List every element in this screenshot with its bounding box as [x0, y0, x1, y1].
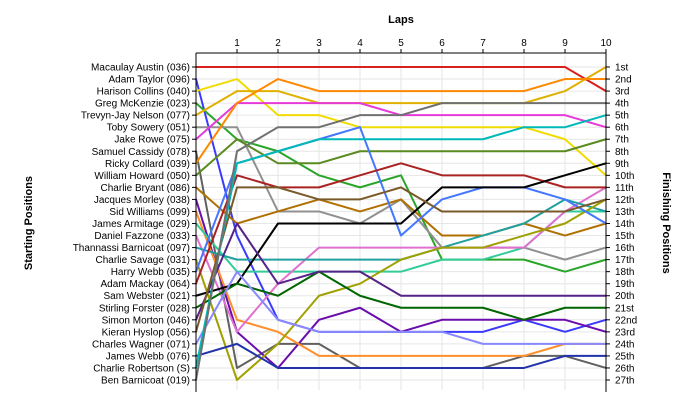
y-axis-title-left: Starting Positions	[23, 176, 35, 270]
series-line-26	[195, 114, 607, 369]
start-label-5: Trevyn-Jay Nelson (077)	[81, 111, 190, 122]
finish-label-7: 7th	[615, 135, 629, 146]
series-line-11	[195, 186, 607, 237]
finish-label-18: 18th	[615, 267, 634, 278]
start-label-27: Ben Barnicoat (019)	[101, 376, 190, 387]
start-label-13: Sid Williams (099)	[109, 207, 190, 218]
start-label-1: Macaulay Austin (036)	[91, 63, 190, 74]
series-line-27	[195, 102, 607, 381]
finish-label-20: 20th	[615, 291, 634, 302]
finish-label-13: 13th	[615, 207, 634, 218]
start-label-6: Toby Sowery (051)	[107, 123, 190, 134]
series-line-21	[195, 270, 607, 321]
lap-label-6: 6	[439, 38, 445, 49]
start-label-19: Adam Mackay (064)	[101, 279, 190, 290]
start-label-23: Kieran Hyslop (056)	[102, 327, 190, 338]
series-line-15	[195, 186, 607, 333]
finish-label-4: 4th	[615, 99, 629, 110]
series-line-23	[195, 186, 607, 333]
finish-label-27: 27th	[615, 376, 634, 387]
series-line-9	[195, 78, 607, 165]
finish-label-21: 21st	[615, 303, 634, 314]
series-line-22	[195, 222, 607, 321]
start-label-10: William Howard (050)	[94, 171, 190, 182]
lap-label-2: 2	[275, 38, 281, 49]
lap-label-1: 1	[234, 38, 240, 49]
lap-label-7: 7	[480, 38, 486, 49]
start-label-26: Charlie Robertson (S)	[93, 363, 190, 374]
start-label-2: Adam Taylor (096)	[108, 75, 190, 86]
start-label-22: Simon Morton (046)	[102, 315, 190, 326]
start-label-14: James Armitage (029)	[92, 219, 190, 230]
lap-tick-labels: 1 2 3 4 5 6 7 8 9 10	[234, 38, 612, 49]
series-line-4	[195, 102, 607, 273]
series-lines	[195, 66, 607, 381]
finish-label-24: 24th	[615, 339, 634, 350]
series-line-24	[195, 270, 607, 345]
start-label-24: Charles Wagner (071)	[92, 339, 190, 350]
finish-label-25: 25th	[615, 351, 634, 362]
lap-label-9: 9	[562, 38, 568, 49]
start-label-12: Jacques Morley (038)	[94, 195, 190, 206]
lap-label-8: 8	[521, 38, 527, 49]
x-axis-title: Laps	[388, 14, 414, 26]
finish-label-15: 15th	[615, 231, 634, 242]
start-label-9: Ricky Collard (039)	[105, 159, 190, 170]
finish-label-22: 22nd	[615, 315, 637, 326]
finish-label-8: 8th	[615, 147, 629, 158]
finish-label-2: 2nd	[615, 75, 632, 86]
start-label-7: Jake Rowe (075)	[114, 135, 190, 146]
finish-label-17: 17th	[615, 255, 634, 266]
start-label-8: Samuel Cassidy (078)	[92, 147, 190, 158]
start-label-25: James Webb (076)	[106, 351, 190, 362]
start-label-17: Charlie Savage (031)	[96, 255, 191, 266]
finish-label-1: 1st	[615, 63, 629, 74]
start-label-11: Charlie Bryant (086)	[101, 183, 190, 194]
series-line-19	[195, 162, 607, 285]
starting-position-labels: Macaulay Austin (036)Adam Taylor (096)Ha…	[73, 63, 190, 387]
lap-label-3: 3	[316, 38, 322, 49]
finish-label-23: 23rd	[615, 327, 635, 338]
axes	[192, 49, 610, 392]
finishing-position-labels: 1st2nd3rd4th5th6th7th8th9th10th11th12th1…	[615, 63, 637, 387]
series-line-17	[195, 198, 607, 381]
finish-label-6: 6th	[615, 123, 629, 134]
finish-label-19: 19th	[615, 279, 634, 290]
finish-label-11: 11th	[615, 183, 634, 194]
finish-label-14: 14th	[615, 219, 634, 230]
start-label-18: Harry Webb (035)	[111, 267, 190, 278]
series-line-1	[195, 66, 607, 93]
lap-label-4: 4	[357, 38, 363, 49]
finish-label-5: 5th	[615, 111, 629, 122]
finish-label-10: 10th	[615, 171, 634, 182]
finish-label-9: 9th	[615, 159, 629, 170]
series-line-25	[195, 342, 607, 369]
start-label-21: Stirling Forster (028)	[99, 303, 190, 314]
finish-label-16: 16th	[615, 243, 634, 254]
y-axis-title-right: Finishing Positions	[660, 172, 672, 273]
finish-label-12: 12th	[615, 195, 634, 206]
series-line-13	[195, 210, 607, 357]
finish-label-3: 3rd	[615, 87, 629, 98]
series-line-20	[195, 162, 607, 297]
start-label-15: Daniel Fazzone (033)	[94, 231, 190, 242]
start-label-16: Thannassi Barnicoat (097)	[73, 243, 190, 254]
finish-label-26: 26th	[615, 363, 634, 374]
start-label-4: Greg McKenzie (023)	[95, 99, 190, 110]
series-line-5	[195, 66, 607, 117]
start-label-3: Harison Collins (040)	[97, 87, 190, 98]
lap-label-10: 10	[600, 38, 612, 49]
start-label-20: Sam Webster (021)	[103, 291, 190, 302]
lap-label-5: 5	[398, 38, 404, 49]
